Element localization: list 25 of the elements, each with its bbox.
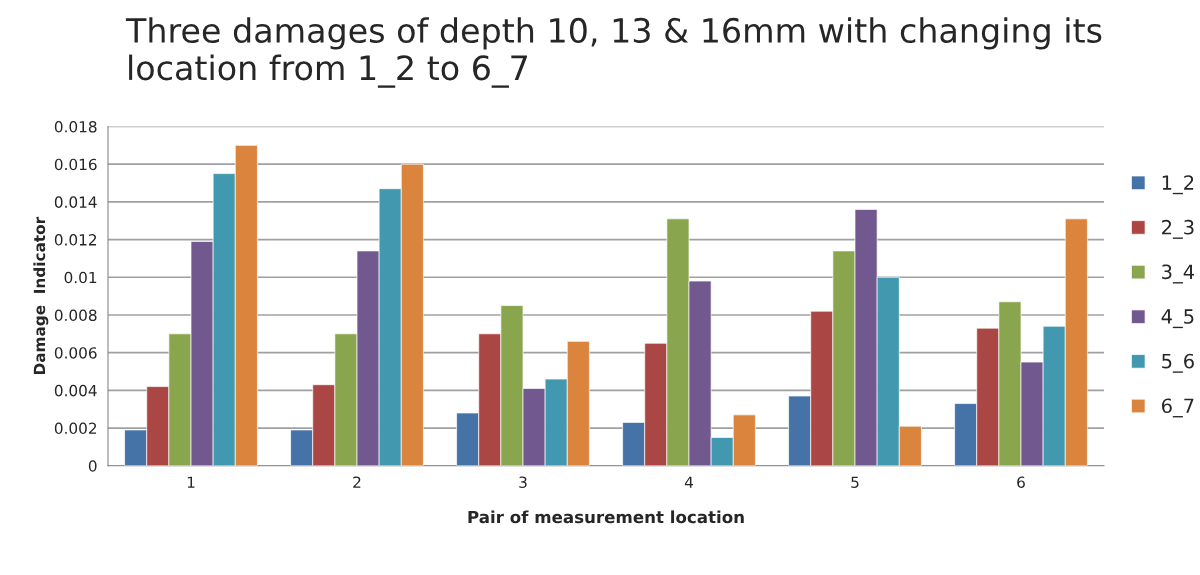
y-tick-label: 0.018 xyxy=(54,120,97,133)
chart-title: Three damages of depth 10, 13 & 16mm with changing its location from 1_2 to 6_7 xyxy=(125,17,1102,88)
x-tick-label: 6 xyxy=(1017,476,1025,488)
legend-label: 3_4 xyxy=(1162,264,1194,284)
y-axis-title: Damage Indicator xyxy=(33,216,49,375)
x-tick-label: 2 xyxy=(353,476,361,488)
legend-label: 6_7 xyxy=(1161,398,1194,418)
x-axis-title: Pair of measurement location xyxy=(468,510,744,524)
y-tick-label: 0.016 xyxy=(54,158,97,171)
legend-label: 2_3 xyxy=(1162,219,1194,239)
x-tick-label: 1 xyxy=(187,476,195,488)
x-tick-label: 3 xyxy=(519,476,527,488)
y-tick-label: 0.002 xyxy=(54,422,97,435)
legend-label: 5_6 xyxy=(1162,353,1194,373)
y-tick-label: 0.006 xyxy=(54,347,97,359)
y-tick-label: 0.008 xyxy=(54,309,97,321)
y-tick-label: 0.014 xyxy=(54,196,97,208)
x-tick-label: 4 xyxy=(684,476,693,488)
y-tick-label: 0.01 xyxy=(64,271,97,284)
y-tick-label: 0.004 xyxy=(54,384,97,397)
legend-label: 4_5 xyxy=(1161,309,1194,329)
legend-label: 1_2 xyxy=(1162,175,1194,195)
x-tick-label: 5 xyxy=(851,476,859,488)
y-tick-label: 0 xyxy=(88,460,97,472)
y-tick-label: 0.012 xyxy=(54,234,97,246)
